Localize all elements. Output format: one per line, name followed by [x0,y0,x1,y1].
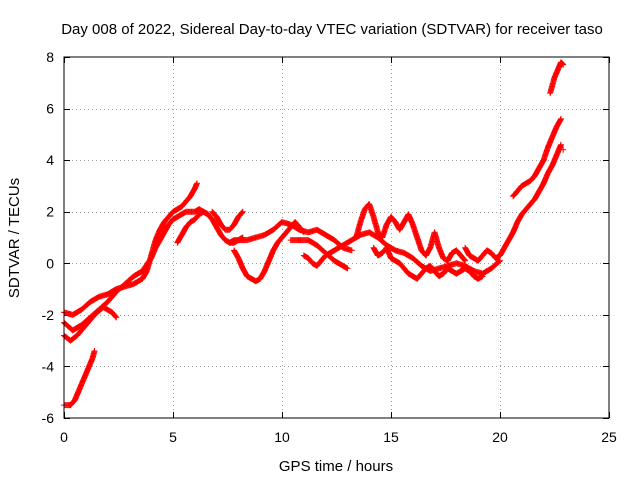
series-arc-l [370,244,486,282]
x-axis-label: GPS time / hours [279,458,393,475]
point-markers [547,59,567,97]
x-tick-labels: 0 5 10 15 20 25 [60,429,617,445]
point-markers [560,146,567,153]
series-arc-m [462,141,564,264]
x-tick-label: 10 [274,429,290,445]
series-arc-g [226,219,355,254]
x-tick-label: 20 [492,429,508,445]
y-axis-label: SDTVAR / TECUs [6,178,23,298]
y-tick-label: -6 [42,410,55,426]
x-tick-label: 5 [169,429,177,445]
y-tick-label: 0 [46,255,54,271]
plot-frame [63,56,610,419]
point-markers [61,180,200,318]
series-arc-f [209,208,246,233]
point-markers [226,219,355,254]
point-markers [209,208,246,233]
chart-title: Day 008 of 2022, Sidereal Day-to-day VTE… [61,21,603,38]
series-arc-i [287,237,351,272]
y-tick-label: -4 [42,358,55,374]
point-markers [231,219,307,285]
point-markers [61,348,98,409]
series-arc-d [61,348,98,409]
y-tick-labels: -6 -4 -2 0 2 4 6 8 [42,49,55,426]
series-arc-p [560,146,567,153]
x-tick-label: 25 [601,429,617,445]
series-arc-k [353,201,469,264]
grid [64,57,609,418]
series-arc-h [231,219,307,285]
data-points [61,59,567,409]
x-tick-label: 15 [383,429,399,445]
y-tick-label: 4 [46,152,54,168]
series-arc-n [510,115,564,200]
y-tick-label: 8 [46,49,54,65]
point-markers [61,304,120,344]
point-markers [287,237,351,272]
point-markers [462,141,564,264]
series-arc-a [61,180,200,318]
series-arc-c [61,304,120,344]
point-markers [370,244,486,282]
y-tick-label: -2 [42,307,55,323]
x-tick-label: 0 [60,429,68,445]
point-markers [510,115,564,200]
series-arc-o [547,59,567,97]
point-markers [353,201,469,264]
ticks [64,57,610,419]
y-tick-label: 2 [46,204,54,220]
y-tick-label: 6 [46,101,54,117]
